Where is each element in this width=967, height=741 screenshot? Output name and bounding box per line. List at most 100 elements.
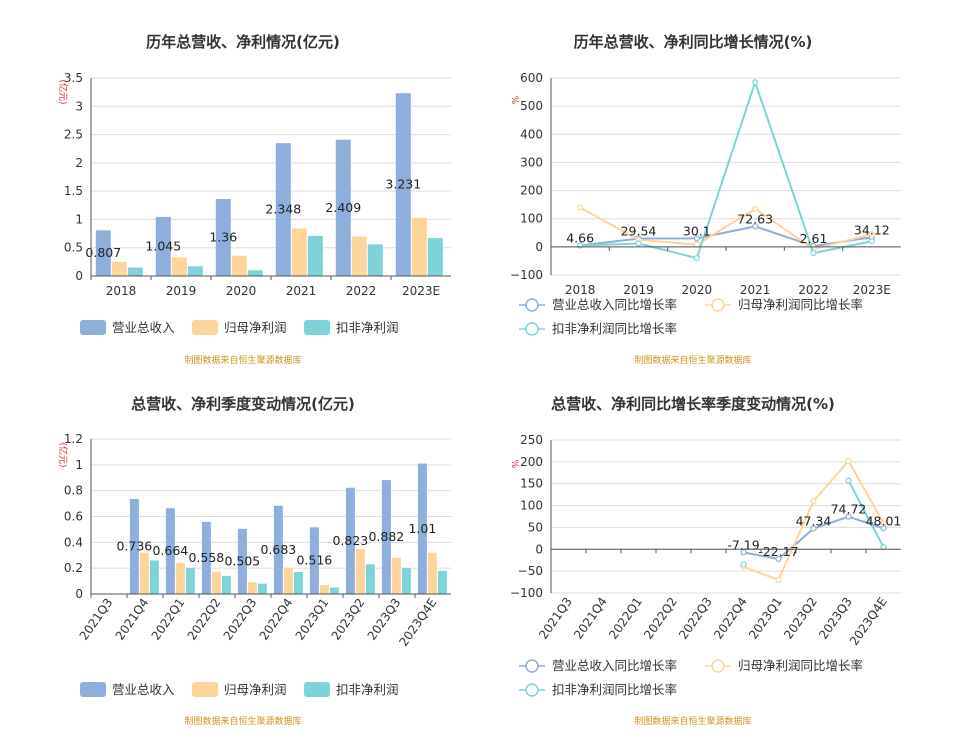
data-label: 0.505 [224, 553, 260, 568]
data-label: 72.63 [737, 211, 773, 226]
data-point [693, 235, 700, 242]
legend-swatch [192, 682, 218, 697]
bar [111, 261, 127, 276]
bar [237, 528, 247, 594]
legend-swatch [304, 320, 330, 335]
legend-label: 归母净利润 [224, 320, 287, 335]
data-label: 2.409 [325, 200, 361, 215]
x-tick-label: 2023E [853, 283, 891, 297]
y-tick-label: 0 [535, 240, 543, 254]
x-tick-label: 2018 [106, 284, 137, 298]
y-tick-label: 250 [520, 433, 543, 447]
data-label: 0.823 [332, 533, 368, 548]
x-tick-label: 2021Q4 [113, 596, 152, 643]
x-tick-label: 2022Q2 [185, 596, 224, 643]
y-tick-label: 300 [520, 155, 543, 169]
data-point [845, 513, 852, 520]
data-point [775, 555, 782, 563]
axes: −100 0 100 200 300 400 500 600 2018 2019 2020 2021 2… [510, 71, 901, 297]
legend-label: 扣非净利润 [336, 682, 399, 697]
chart-annual-growth: 历年总营收、净利同比增长情况(%) % 4.66 29.54 30.1 72.63 2.… [509, 33, 901, 366]
bar [171, 257, 187, 276]
data-label: 2.348 [265, 202, 301, 217]
data-label: 0.516 [296, 553, 332, 568]
y-tick-label: 0.2 [64, 561, 83, 575]
legend-marker [525, 298, 539, 312]
bar [149, 560, 159, 594]
x-tick-label: 2021 [286, 284, 317, 298]
data-point [868, 238, 875, 245]
bar [365, 564, 375, 594]
bar [247, 582, 257, 594]
data-point [775, 576, 782, 583]
data-point [880, 519, 887, 527]
bar [175, 563, 185, 594]
y-tick-label: 200 [520, 455, 543, 469]
data-point [810, 249, 817, 257]
x-tick-label: 2023Q2 [329, 596, 368, 643]
x-tick-label: 2023E [402, 284, 440, 298]
x-tick-label: 2022 [346, 284, 377, 298]
y-tick-label: 0.8 [64, 484, 83, 498]
x-tick-label: 2020 [226, 284, 257, 298]
bar [283, 568, 293, 594]
bar [329, 587, 339, 594]
data-point [752, 205, 759, 212]
data-label: 0.664 [152, 543, 188, 558]
bar [221, 575, 231, 594]
source-note: 制图数据来自恒生聚源数据库 [634, 354, 751, 366]
bar [351, 236, 367, 276]
y-axis-unit: % [509, 460, 519, 469]
data-label: 4.66 [566, 231, 594, 246]
lines: 4.66 29.54 30.1 72.63 2.61 34.12 [566, 79, 890, 262]
data-label: 29.54 [621, 224, 657, 239]
x-tick-label: 2019 [166, 284, 197, 298]
bar [95, 230, 111, 276]
bar [139, 552, 149, 594]
y-tick-label: 500 [520, 99, 543, 113]
bar [427, 552, 437, 594]
bar [127, 267, 143, 276]
data-label: 0.558 [188, 550, 224, 565]
bar [187, 266, 203, 276]
chart-title: 总营收、净利季度变动情况(亿元) [131, 395, 355, 413]
legend-swatch [192, 320, 218, 335]
data-label: 1.045 [145, 238, 181, 253]
data-point [693, 255, 700, 262]
x-tick-label: 2023Q1 [293, 596, 332, 643]
data-point [635, 240, 642, 247]
bar [211, 572, 221, 594]
bar [427, 238, 443, 276]
y-tick-label: 2.5 [64, 128, 83, 142]
x-tick-label: 2022Q4 [711, 595, 750, 642]
legend-marker [525, 659, 539, 673]
legend-label: 归母净利润同比增长率 [738, 297, 863, 312]
data-point [810, 498, 817, 505]
bar [129, 498, 139, 594]
chart-quarterly-growth: 总营收、净利同比增长率季度变动情况(%) % -7.19-22.17 47.347… [509, 395, 901, 727]
bar [275, 143, 291, 276]
y-tick-label: 50 [528, 520, 543, 534]
y-tick-label: 200 [520, 184, 543, 198]
bar [411, 217, 427, 276]
legend-label: 扣非净利润同比增长率 [552, 682, 677, 697]
bar [437, 570, 447, 594]
x-tick-label: 2021Q3 [77, 596, 116, 643]
y-tick-label: 3.5 [64, 71, 83, 85]
source-note: 制图数据来自恒生聚源数据库 [184, 354, 301, 366]
bar [417, 463, 427, 594]
x-tick-label: 2022Q1 [149, 596, 188, 643]
bar [247, 270, 263, 276]
y-tick-label: 1 [75, 458, 83, 472]
source-note: 制图数据来自恒生聚源数据库 [184, 715, 301, 727]
chart-title: 历年总营收、净利情况(亿元) [146, 33, 340, 51]
legend-label: 归母净利润同比增长率 [738, 658, 863, 673]
y-tick-label: 0 [75, 269, 83, 283]
y-tick-label: −50 [518, 564, 543, 578]
grid [551, 439, 901, 594]
bars: 0.807 1.045 1.36 2.348 2.409 3.231 [85, 93, 443, 276]
data-point [868, 231, 875, 238]
bar [381, 480, 391, 594]
